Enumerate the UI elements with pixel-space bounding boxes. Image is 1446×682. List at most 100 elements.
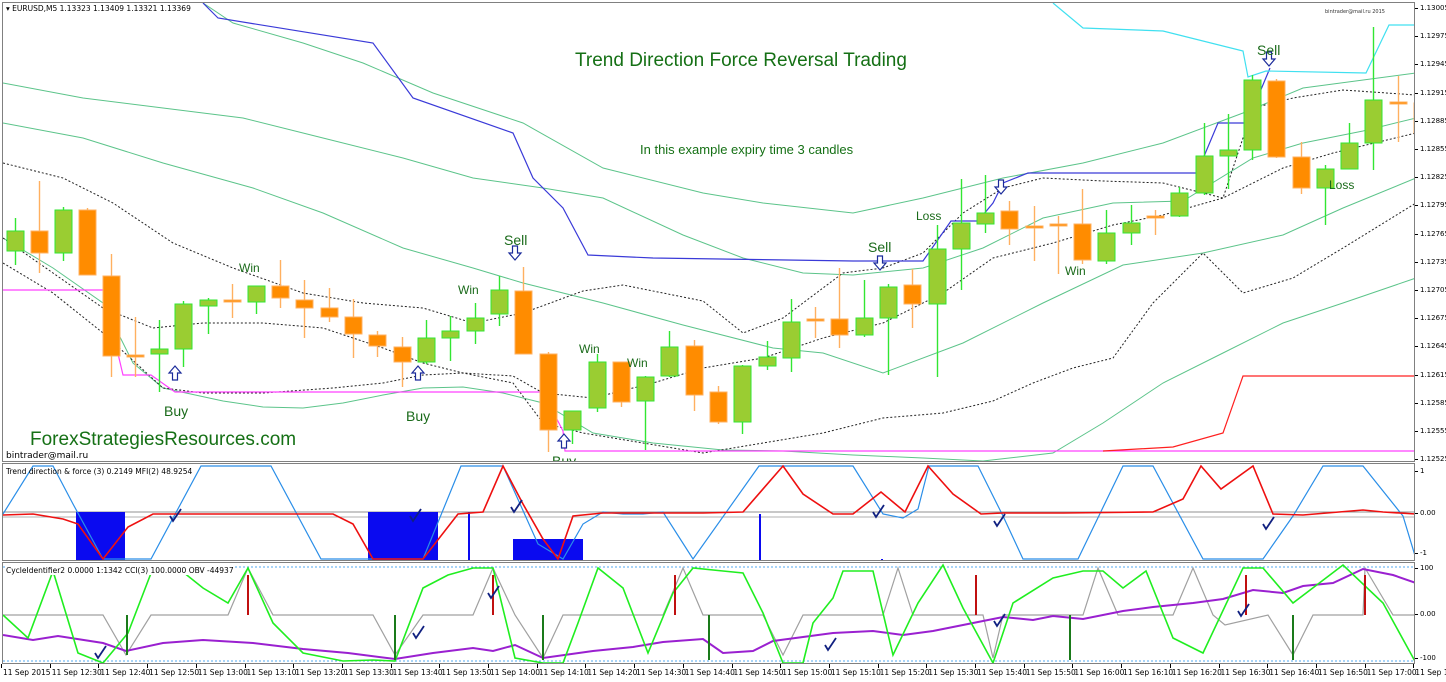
arrow-shape — [167, 365, 183, 381]
trade-annotation-win: Win — [1065, 264, 1086, 278]
time-tick: 11 Sep 15:10 — [828, 664, 881, 677]
buy-arrow-icon — [410, 365, 426, 381]
sell-arrow-icon — [993, 179, 1009, 195]
red-line — [1102, 375, 1414, 452]
bull-candle-body — [733, 365, 752, 423]
candle — [733, 365, 752, 434]
bear-candle-body — [514, 290, 533, 355]
candle — [6, 218, 25, 265]
time-tick: 11 Sep 16:50 — [1315, 664, 1368, 677]
bull-candle-body — [563, 410, 582, 431]
candle — [1340, 123, 1359, 170]
trade-annotation-win: Win — [627, 356, 648, 370]
trade-annotation-sell: Sell — [1257, 42, 1281, 58]
lower-band-line — [3, 237, 1414, 461]
bull-candle-body — [758, 356, 777, 367]
candle — [490, 276, 509, 326]
bull-candle-body — [879, 286, 898, 319]
candle — [344, 299, 363, 358]
bull-candle-body — [1122, 222, 1141, 234]
time-tick: 11 Sep 16:10 — [1121, 664, 1174, 677]
bear-candle-body — [1049, 223, 1068, 227]
bear-candle-body — [223, 299, 242, 303]
check-icon — [510, 499, 523, 514]
bear-candle-body — [78, 209, 97, 276]
time-tick: 11 Sep 12:30 — [49, 664, 102, 677]
time-tick: 11 Sep 14:20 — [585, 664, 638, 677]
price-axis[interactable]: 1.130051.129751.129451.129151.128851.128… — [1415, 4, 1446, 464]
time-tick: 11 Sep 15:20 — [877, 664, 930, 677]
price-chart-canvas[interactable] — [3, 3, 1415, 462]
bear-candle-body — [271, 285, 290, 299]
tdf-red-line — [3, 464, 1414, 560]
candle — [78, 208, 97, 276]
upper-band-line — [202, 3, 1414, 214]
arrow-shape — [507, 245, 523, 261]
brand-watermark: ForexStrategiesResources.com — [30, 429, 297, 450]
candle — [1122, 205, 1141, 245]
cycle-identifier-cci-pane[interactable]: CycleIdentifier2 0.0000 1:1342 CCI(3) 10… — [2, 562, 1415, 664]
arrow-shape — [410, 365, 426, 381]
candle — [1000, 201, 1019, 245]
bear-candle-body — [30, 230, 49, 254]
tdf-indicator-label: Trend direction & force (3) 0.2149 MFI(2… — [6, 467, 193, 476]
candle — [417, 320, 436, 364]
tdf-blue-line — [3, 465, 1414, 560]
time-tick: 11 Sep 12:50 — [147, 664, 200, 677]
time-tick: 11 Sep 12:40 — [98, 664, 151, 677]
candle — [709, 386, 728, 424]
bull-candle-body — [417, 337, 436, 363]
candle — [393, 337, 412, 387]
sell-arrow-icon — [1261, 51, 1277, 67]
trade-annotation-win: Win — [579, 342, 600, 356]
bull-candle-body — [1316, 168, 1335, 189]
arrow-shape — [872, 255, 888, 271]
candle — [1364, 27, 1383, 170]
candle — [806, 307, 825, 338]
candle — [1025, 206, 1044, 261]
candle — [830, 268, 849, 348]
lower-dotted-band — [3, 203, 1414, 454]
time-axis[interactable]: 11 Sep 2015 11 Sep 12:30 11 Sep 12:40 11 Se… — [0, 664, 1446, 682]
trade-annotation-loss: Loss — [1329, 178, 1355, 192]
blue-stop-line — [202, 3, 1271, 262]
cycle-gray-line — [3, 565, 1414, 660]
candle — [1049, 216, 1068, 274]
candle — [295, 280, 314, 338]
check-icon — [872, 504, 885, 519]
trade-annotation-win: Win — [239, 261, 260, 275]
time-tick: 11 Sep 17: — [1413, 664, 1446, 677]
candle — [247, 285, 266, 314]
tdf-signal-box — [468, 512, 470, 560]
candle — [685, 340, 704, 411]
check-icon — [993, 513, 1006, 528]
trade-annotation-buy: Buy — [406, 408, 431, 424]
bull-candle-body — [782, 321, 801, 359]
time-tick: 11 Sep 13:00 — [195, 664, 248, 677]
candle — [223, 284, 242, 318]
tdf-signal-box — [881, 559, 883, 560]
bull-candle-body — [1170, 192, 1189, 217]
upper-dotted-band — [3, 89, 1414, 334]
chart-title: Trend Direction Force Reversal Trading — [575, 50, 907, 71]
cci-canvas[interactable] — [3, 563, 1415, 664]
collapse-triangle-icon[interactable]: ▾ — [6, 4, 13, 13]
candle — [855, 280, 874, 337]
bull-candle-body — [928, 248, 947, 305]
bear-candle-body — [1146, 215, 1165, 219]
obv-purple-line — [3, 567, 1414, 661]
candle — [1195, 123, 1214, 195]
candle — [199, 298, 218, 334]
candle — [563, 410, 582, 444]
trend-direction-force-pane[interactable]: Trend direction & force (3) 0.2149 MFI(2… — [2, 463, 1415, 561]
bull-candle-body — [1243, 79, 1262, 151]
tdf-canvas[interactable] — [3, 464, 1415, 561]
candle — [588, 354, 607, 412]
price-chart-pane[interactable]: ▾ EURUSD,M5 1.13323 1.13409 1.13321 1.13… — [2, 2, 1415, 462]
symbol-info: ▾ EURUSD,M5 1.13323 1.13409 1.13321 1.13… — [6, 4, 191, 13]
sell-arrow-icon — [872, 255, 888, 271]
time-tick: 11 Sep 14:30 — [634, 664, 687, 677]
time-tick: 11 Sep 16:00 — [1072, 664, 1125, 677]
bear-candle-body — [1292, 156, 1311, 189]
bear-candle-body — [709, 391, 728, 423]
